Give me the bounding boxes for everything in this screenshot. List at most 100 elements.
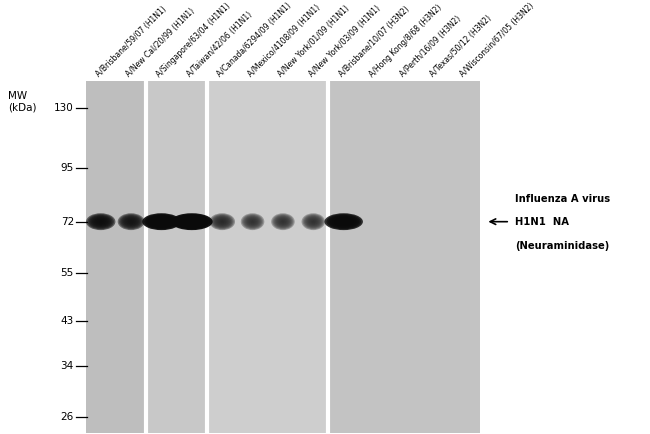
Ellipse shape	[214, 217, 230, 227]
Ellipse shape	[173, 214, 211, 229]
Text: 34: 34	[60, 361, 74, 371]
Ellipse shape	[326, 214, 361, 229]
Text: 55: 55	[60, 268, 74, 278]
Ellipse shape	[242, 214, 263, 229]
Text: 72: 72	[60, 217, 74, 227]
Ellipse shape	[306, 217, 320, 227]
Ellipse shape	[89, 215, 112, 228]
Ellipse shape	[302, 213, 325, 230]
Ellipse shape	[95, 218, 107, 225]
Ellipse shape	[152, 217, 171, 226]
Ellipse shape	[309, 218, 318, 225]
Ellipse shape	[171, 213, 213, 230]
Ellipse shape	[142, 213, 181, 230]
Ellipse shape	[156, 219, 167, 224]
Ellipse shape	[280, 219, 287, 224]
Ellipse shape	[278, 218, 288, 225]
Text: A/Taiwan/42/06 (H1N1): A/Taiwan/42/06 (H1N1)	[185, 10, 254, 79]
Text: 130: 130	[54, 103, 74, 113]
Ellipse shape	[148, 216, 175, 227]
Ellipse shape	[332, 217, 355, 227]
Ellipse shape	[276, 217, 290, 227]
Ellipse shape	[334, 217, 354, 226]
Ellipse shape	[330, 216, 357, 227]
Ellipse shape	[244, 216, 261, 227]
Text: A/Hong Kong/8/68 (H3N2): A/Hong Kong/8/68 (H3N2)	[368, 3, 444, 79]
Ellipse shape	[209, 213, 235, 230]
Text: Influenza A virus: Influenza A virus	[515, 194, 610, 204]
Ellipse shape	[305, 216, 322, 227]
Ellipse shape	[246, 217, 259, 227]
Ellipse shape	[303, 214, 324, 229]
Ellipse shape	[99, 221, 102, 223]
Ellipse shape	[90, 216, 111, 227]
Ellipse shape	[188, 220, 196, 224]
Ellipse shape	[98, 220, 103, 224]
Ellipse shape	[94, 217, 108, 226]
Ellipse shape	[179, 217, 204, 227]
Ellipse shape	[324, 213, 363, 230]
Ellipse shape	[159, 221, 163, 223]
Text: H1N1  NA: H1N1 NA	[515, 217, 569, 227]
Bar	[207, 81, 328, 433]
Ellipse shape	[211, 214, 234, 229]
Ellipse shape	[310, 219, 317, 224]
Ellipse shape	[185, 219, 198, 224]
Ellipse shape	[272, 214, 294, 229]
Ellipse shape	[247, 217, 259, 226]
Ellipse shape	[216, 217, 229, 226]
Ellipse shape	[96, 219, 105, 224]
Ellipse shape	[86, 213, 116, 230]
Ellipse shape	[92, 217, 110, 227]
Text: A/Texas/50/12 (H3N2): A/Texas/50/12 (H3N2)	[428, 14, 493, 79]
Ellipse shape	[122, 216, 140, 227]
Text: 26: 26	[60, 412, 74, 422]
Text: 43: 43	[60, 316, 74, 326]
Ellipse shape	[240, 213, 265, 230]
Text: 95: 95	[60, 164, 74, 174]
Ellipse shape	[213, 216, 231, 227]
Ellipse shape	[249, 219, 256, 224]
Ellipse shape	[277, 217, 289, 226]
Bar	[86, 81, 146, 433]
Text: A/Singapore/63/04 (H1N1): A/Singapore/63/04 (H1N1)	[155, 1, 233, 79]
Ellipse shape	[183, 218, 200, 225]
Ellipse shape	[146, 215, 177, 228]
Ellipse shape	[119, 214, 143, 229]
Ellipse shape	[154, 218, 169, 225]
Text: A/New York/01/09 (H1N1): A/New York/01/09 (H1N1)	[276, 4, 352, 79]
Text: (Neuraminidase): (Neuraminidase)	[515, 241, 609, 251]
Text: A/Canada/6294/09 (H1N1): A/Canada/6294/09 (H1N1)	[216, 1, 294, 79]
Text: A/Brisbane/10/07 (H3N2): A/Brisbane/10/07 (H3N2)	[337, 5, 411, 79]
Ellipse shape	[118, 213, 144, 230]
Ellipse shape	[243, 215, 262, 228]
Text: A/Perth/16/09 (H3N2): A/Perth/16/09 (H3N2)	[398, 14, 463, 79]
Ellipse shape	[218, 219, 226, 224]
Ellipse shape	[275, 216, 291, 227]
Bar	[328, 81, 480, 433]
Ellipse shape	[127, 219, 135, 224]
Bar	[146, 81, 207, 433]
Ellipse shape	[336, 218, 352, 225]
Ellipse shape	[217, 218, 228, 225]
Ellipse shape	[120, 215, 142, 228]
Ellipse shape	[274, 215, 292, 228]
Ellipse shape	[130, 221, 133, 223]
Ellipse shape	[190, 221, 194, 223]
Ellipse shape	[340, 220, 348, 224]
Ellipse shape	[144, 214, 179, 229]
Ellipse shape	[307, 217, 319, 226]
Ellipse shape	[342, 221, 346, 223]
Text: A/New York/03/09 (H1N1): A/New York/03/09 (H1N1)	[307, 4, 382, 79]
Ellipse shape	[123, 217, 139, 227]
Text: A/Wisconsin/67/05 (H3N2): A/Wisconsin/67/05 (H3N2)	[459, 2, 536, 79]
Ellipse shape	[248, 218, 257, 225]
Ellipse shape	[175, 215, 209, 228]
Ellipse shape	[129, 220, 134, 224]
Ellipse shape	[328, 215, 359, 228]
Ellipse shape	[88, 214, 114, 229]
Ellipse shape	[212, 215, 233, 228]
Ellipse shape	[271, 213, 294, 230]
Text: A/Brisbane/59/07 (H1N1): A/Brisbane/59/07 (H1N1)	[94, 5, 168, 79]
Ellipse shape	[304, 215, 322, 228]
